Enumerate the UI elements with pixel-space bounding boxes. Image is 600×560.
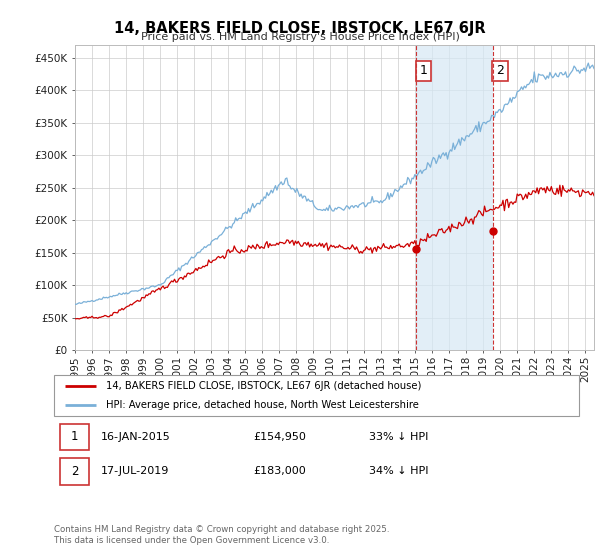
Text: 2: 2 xyxy=(71,465,79,478)
Text: 33% ↓ HPI: 33% ↓ HPI xyxy=(369,432,428,442)
Text: Price paid vs. HM Land Registry's House Price Index (HPI): Price paid vs. HM Land Registry's House … xyxy=(140,32,460,42)
Text: 2: 2 xyxy=(496,64,504,77)
Bar xyxy=(60,424,89,450)
Text: 14, BAKERS FIELD CLOSE, IBSTOCK, LE67 6JR: 14, BAKERS FIELD CLOSE, IBSTOCK, LE67 6J… xyxy=(114,21,486,36)
Text: 1: 1 xyxy=(419,64,427,77)
Text: Contains HM Land Registry data © Crown copyright and database right 2025.
This d: Contains HM Land Registry data © Crown c… xyxy=(54,525,389,545)
Text: 34% ↓ HPI: 34% ↓ HPI xyxy=(369,466,428,477)
Text: £154,950: £154,950 xyxy=(254,432,307,442)
Text: HPI: Average price, detached house, North West Leicestershire: HPI: Average price, detached house, Nort… xyxy=(107,400,419,409)
Text: 16-JAN-2015: 16-JAN-2015 xyxy=(101,432,171,442)
Bar xyxy=(60,458,89,484)
Text: 17-JUL-2019: 17-JUL-2019 xyxy=(101,466,170,477)
Text: 14, BAKERS FIELD CLOSE, IBSTOCK, LE67 6JR (detached house): 14, BAKERS FIELD CLOSE, IBSTOCK, LE67 6J… xyxy=(107,381,422,391)
Bar xyxy=(416,45,493,350)
Text: 1: 1 xyxy=(71,431,79,444)
Text: £183,000: £183,000 xyxy=(254,466,306,477)
